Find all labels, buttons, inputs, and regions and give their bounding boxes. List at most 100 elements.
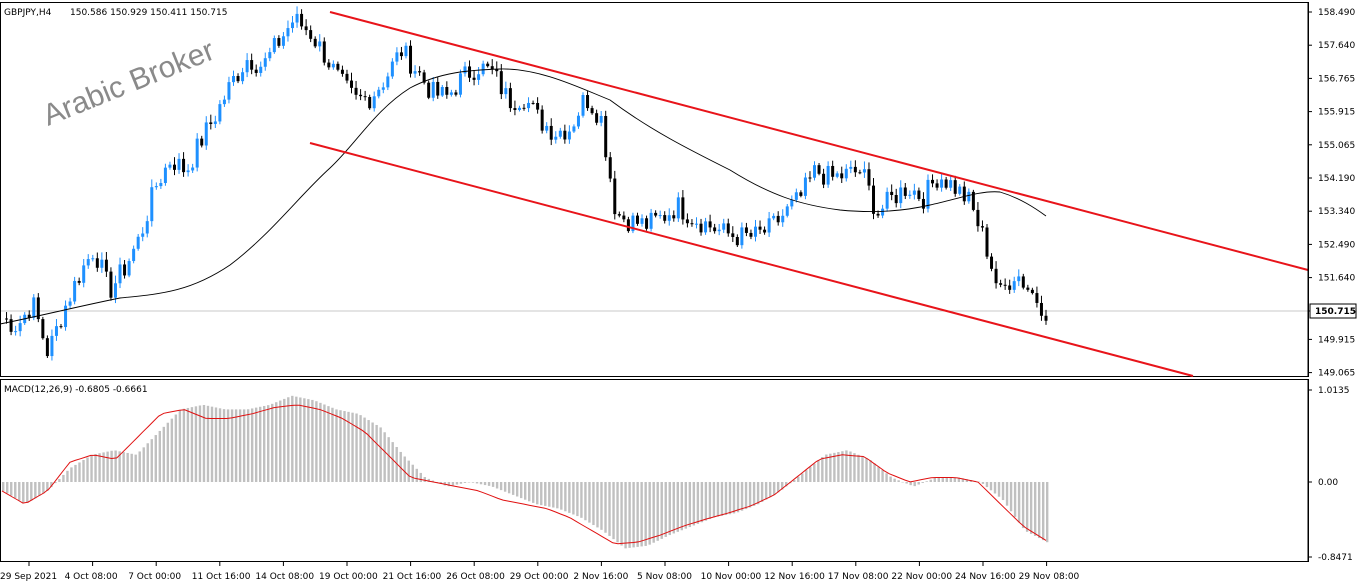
macd-bar: [772, 482, 776, 495]
macd-bar: [218, 408, 222, 482]
candle-body: [867, 169, 871, 186]
macd-bar: [776, 482, 780, 493]
macd-bar: [680, 482, 683, 531]
macd-bar: [407, 460, 410, 482]
candle-body: [222, 99, 226, 105]
macd-bar: [110, 450, 113, 482]
macd-bar: [933, 478, 936, 482]
candle-body: [890, 191, 894, 196]
time-tick-label: 21 Oct 16:00: [383, 572, 442, 582]
macd-bar: [985, 482, 989, 488]
candle-body: [681, 197, 685, 220]
candle-body: [1035, 293, 1039, 303]
candle-body: [200, 138, 204, 146]
candle-body: [713, 227, 717, 232]
macd-bar: [548, 482, 551, 507]
candle-body: [36, 297, 40, 320]
macd-bar: [861, 456, 864, 482]
candle-body: [45, 338, 49, 357]
macd-bar: [114, 450, 117, 482]
candle-body: [994, 268, 998, 284]
time-tick-label: 29 Sep 2021: [0, 572, 57, 582]
macd-bar: [50, 482, 53, 488]
candle-body: [468, 66, 472, 78]
candle-body: [576, 115, 580, 127]
price-tick-label: 151.640: [1318, 274, 1355, 284]
candle-body: [554, 136, 558, 140]
candle-body: [749, 232, 753, 237]
candlestick-series: [5, 6, 1048, 361]
macd-bar: [94, 454, 97, 482]
candle-body: [477, 74, 481, 80]
macd-bar: [279, 400, 282, 482]
macd-bar: [459, 482, 463, 484]
macd-bar: [254, 407, 258, 482]
macd-bar: [640, 482, 643, 547]
time-tick-label: 7 Oct 00:00: [128, 572, 181, 582]
candle-body: [399, 52, 403, 57]
candle-body: [731, 233, 735, 238]
macd-bar: [307, 399, 310, 482]
macd-bar: [355, 413, 358, 482]
candle-body: [790, 199, 794, 207]
price-tick-label: 154.190: [1318, 174, 1355, 184]
candle-body: [536, 102, 540, 110]
macd-bar: [138, 451, 141, 482]
macd-bar: [849, 451, 852, 482]
candle-body: [322, 41, 326, 63]
macd-bar: [327, 406, 330, 482]
candle-body: [304, 26, 308, 31]
candle-body: [613, 178, 617, 215]
candle-body: [495, 69, 499, 72]
candle-body: [272, 38, 276, 53]
macd-bar: [873, 463, 876, 482]
macd-bar: [1041, 482, 1045, 541]
macd-bar: [720, 482, 724, 516]
macd-bar: [748, 482, 752, 508]
candle-body: [381, 87, 385, 90]
macd-bar: [319, 402, 322, 482]
candle-body: [971, 191, 975, 210]
candle-body: [1026, 287, 1030, 290]
channel-upper-line[interactable]: [329, 11, 1309, 271]
candle-body: [499, 71, 503, 95]
macd-bar: [399, 451, 402, 482]
time-tick-label: 11 Oct 16:00: [192, 572, 251, 582]
macd-bar: [728, 482, 732, 515]
macd-bar: [194, 406, 198, 482]
candle-body: [985, 227, 989, 257]
macd-bar: [242, 409, 246, 482]
macd-bar: [841, 451, 844, 482]
macd-bar: [953, 477, 957, 482]
candle-body: [454, 92, 458, 95]
candle-body: [1039, 302, 1043, 316]
macd-bar: [536, 482, 539, 505]
macd-bar: [937, 477, 940, 482]
macd-bar: [568, 482, 571, 513]
candle-body: [676, 197, 680, 219]
candle-body: [781, 215, 785, 223]
channel-lower-line[interactable]: [309, 142, 1194, 377]
macd-bar: [303, 398, 306, 482]
macd-bar: [150, 439, 153, 482]
macd-bar: [383, 432, 386, 482]
candle-body: [354, 87, 358, 95]
time-tick-label: 24 Nov 16:00: [955, 572, 1016, 582]
macd-bar: [250, 408, 254, 482]
macd-bar: [941, 477, 944, 482]
macd-bar: [913, 482, 916, 487]
price-tick-label: 149.065: [1318, 369, 1355, 379]
macd-bar: [42, 482, 45, 494]
macd-bar: [387, 437, 390, 482]
candle-body: [331, 63, 335, 68]
candle-body: [159, 183, 163, 187]
candle-body: [763, 229, 767, 233]
macd-bar: [347, 411, 350, 482]
candle-body: [427, 82, 431, 98]
candle-body: [567, 131, 571, 140]
candle-body: [127, 261, 131, 276]
candle-body: [690, 223, 694, 225]
candle-body: [799, 192, 803, 196]
svg-text:150.715: 150.715: [1315, 307, 1356, 317]
